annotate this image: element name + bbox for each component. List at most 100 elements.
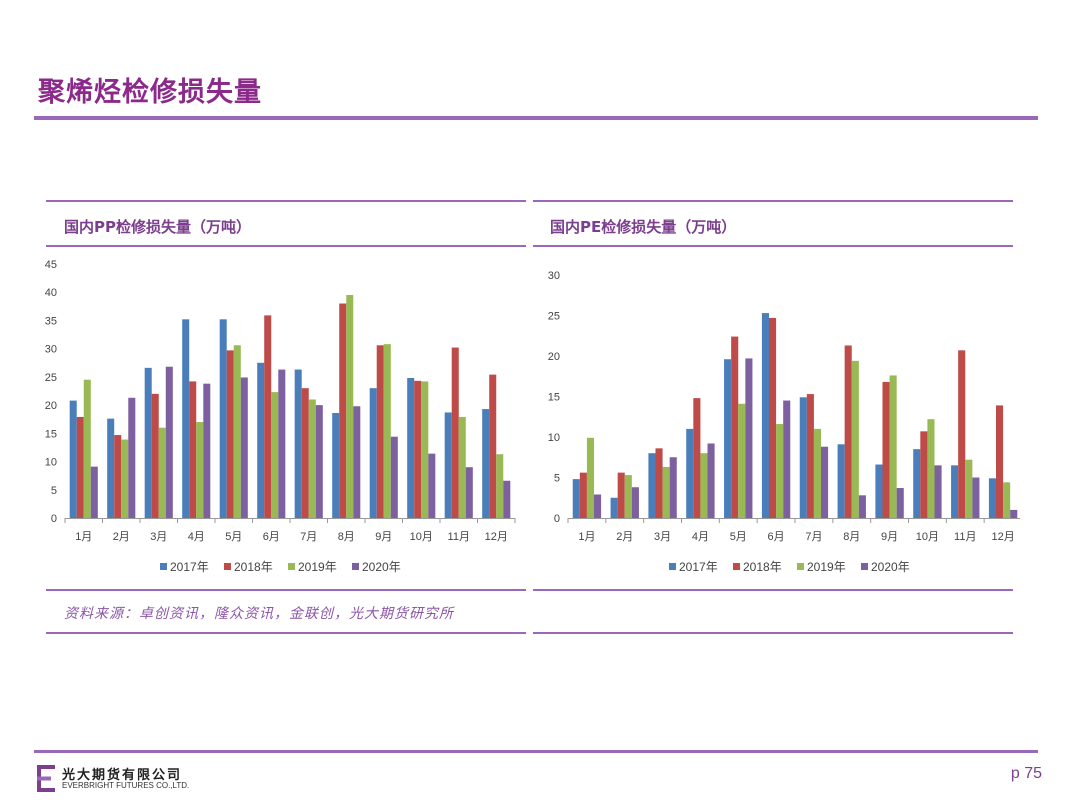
pp-panel-footer-rule — [46, 632, 526, 634]
pe-bar-3-8 — [896, 488, 904, 518]
pe-xtick-label: 4月 — [692, 531, 709, 543]
pe-bar-2-2 — [662, 466, 670, 518]
pe-bar-0-8 — [875, 464, 883, 518]
pp-legend-swatch-3 — [352, 563, 359, 570]
pe-panel-title-rule — [533, 245, 1013, 247]
pe-ytick-label: 5 — [554, 473, 560, 485]
pp-bar-0-2 — [144, 367, 152, 518]
pe-bar-1-7 — [844, 345, 852, 518]
pp-panel-top-rule — [46, 200, 526, 202]
pp-xtick-label: 8月 — [338, 531, 355, 543]
pe-legend-label-3: 2020年 — [871, 560, 910, 574]
pe-bar-2-5 — [776, 424, 784, 518]
pe-bar-2-3 — [700, 453, 708, 518]
pp-bar-1-9 — [414, 380, 422, 518]
pp-bar-3-2 — [165, 366, 173, 518]
pe-xtick-label: 10月 — [916, 531, 939, 543]
pe-legend-swatch-3 — [861, 563, 868, 570]
pp-bar-3-5 — [278, 369, 286, 518]
pp-bar-0-6 — [294, 369, 302, 518]
pe-bar-0-3 — [686, 428, 694, 518]
pp-bar-2-7 — [346, 295, 354, 518]
pe-ytick-label: 15 — [548, 392, 560, 404]
pp-bar-1-1 — [114, 435, 122, 518]
pe-bar-0-4 — [724, 359, 732, 518]
pe-bar-1-9 — [920, 431, 928, 518]
pe-xtick-label: 12月 — [991, 531, 1014, 543]
pp-bar-0-5 — [257, 362, 265, 518]
pe-xtick-label: 6月 — [768, 531, 785, 543]
pe-bar-3-1 — [631, 487, 639, 518]
pe-bar-3-5 — [783, 400, 791, 518]
company-name-cn: 光大期货有限公司 — [62, 768, 183, 783]
pp-xtick-label: 1月 — [75, 531, 92, 543]
pp-bar-2-0 — [83, 379, 91, 518]
company-name-en: EVERBRIGHT FUTURES CO.,LTD. — [62, 781, 190, 790]
pp-bar-0-8 — [369, 388, 377, 518]
pe-legend-swatch-2 — [797, 563, 804, 570]
pp-xtick-label: 3月 — [150, 531, 167, 543]
pp-bar-0-4 — [219, 319, 227, 518]
pp-bar-2-11 — [496, 454, 504, 518]
page-title: 聚烯烃检修损失量 — [38, 77, 262, 108]
pe-panel-bottom-rule — [533, 589, 1013, 591]
pp-ytick-label: 45 — [45, 259, 57, 271]
pe-bar-0-6 — [799, 397, 807, 518]
pp-bar-3-9 — [428, 453, 436, 518]
pp-legend-label-1: 2018年 — [234, 560, 273, 574]
company-logo: 光大期货有限公司 EVERBRIGHT FUTURES CO.,LTD. — [36, 764, 196, 794]
pe-legend-label-1: 2018年 — [743, 560, 782, 574]
pp-bar-3-3 — [203, 383, 211, 518]
pe-bar-0-1 — [610, 497, 618, 518]
pe-bar-1-11 — [995, 405, 1004, 518]
pe-legend-label-0: 2017年 — [679, 560, 718, 574]
pe-bar-1-5 — [768, 317, 777, 518]
pe-bar-2-11 — [1003, 482, 1011, 518]
pe-bar-3-2 — [669, 457, 677, 518]
pp-xtick-label: 10月 — [410, 531, 433, 543]
pp-bar-3-1 — [128, 397, 136, 518]
pp-legend-swatch-0 — [160, 563, 167, 570]
pe-bar-1-10 — [958, 350, 966, 518]
pe-bar-1-3 — [693, 398, 701, 518]
pe-chart-title: 国内PE检修损失量（万吨） — [550, 218, 737, 236]
pp-bar-3-8 — [390, 436, 398, 518]
pe-bar-3-0 — [594, 494, 602, 518]
pe-bar-0-0 — [572, 479, 580, 518]
pp-bar-1-2 — [151, 393, 159, 518]
pe-bar-2-6 — [813, 428, 822, 518]
pp-bar-2-2 — [158, 427, 166, 518]
pp-legend-label-2: 2019年 — [298, 560, 337, 574]
pp-xtick-label: 6月 — [263, 531, 280, 543]
source-note: 资料来源：卓创资讯，隆众资讯，金联创，光大期货研究所 — [64, 606, 454, 622]
pe-xtick-label: 3月 — [654, 531, 671, 543]
pe-bar-1-4 — [731, 336, 739, 518]
pp-bar-1-6 — [301, 388, 309, 518]
pp-bar-3-10 — [465, 467, 473, 518]
pp-ytick-label: 20 — [45, 400, 57, 412]
pp-ytick-label: 40 — [45, 287, 57, 299]
pe-bar-1-2 — [655, 448, 663, 518]
pp-bar-0-1 — [107, 418, 115, 518]
pp-bar-2-5 — [271, 392, 279, 518]
pp-bar-2-4 — [233, 345, 241, 518]
pe-bar-1-8 — [882, 381, 890, 518]
pe-ytick-label: 0 — [554, 513, 560, 525]
pe-bar-0-9 — [913, 449, 921, 518]
pe-xtick-label: 2月 — [616, 531, 633, 543]
pe-bar-chart: 0 5 10 15 20 25 30 1月 2月 3月 4月 5月 6月 7月 8月 9月 10月 11月 12月 2… — [548, 270, 1020, 574]
pp-ytick-label: 30 — [45, 344, 57, 356]
pp-xtick-label: 2月 — [113, 531, 130, 543]
pe-legend-swatch-0 — [669, 563, 676, 570]
pe-ytick-label: 25 — [548, 311, 560, 323]
pe-bar-0-10 — [951, 465, 959, 518]
pe-ytick-label: 20 — [548, 351, 560, 363]
pp-xtick-label: 9月 — [375, 531, 392, 543]
pp-bar-1-7 — [339, 303, 347, 518]
pp-bar-0-7 — [332, 413, 340, 518]
pe-bar-3-11 — [1010, 509, 1018, 518]
pp-bar-1-11 — [489, 374, 497, 518]
pe-legend-label-2: 2019年 — [807, 560, 846, 574]
pp-bar-2-10 — [458, 416, 466, 518]
pp-xtick-label: 5月 — [225, 531, 242, 543]
